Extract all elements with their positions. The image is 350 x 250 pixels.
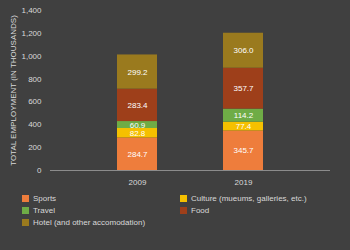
svg-text:82.8: 82.8 (130, 129, 146, 138)
svg-text:2009: 2009 (129, 178, 147, 187)
svg-text:283.4: 283.4 (127, 101, 148, 110)
svg-text:600: 600 (28, 97, 42, 106)
svg-text:1,000: 1,000 (21, 52, 42, 61)
html-text:Culture (mueums, galleries, et: Culture (mueums, galleries, etc.) (191, 194, 307, 203)
svg-text:800: 800 (28, 75, 42, 84)
svg-text:1,400: 1,400 (21, 6, 42, 15)
svg-text:60.9: 60.9 (130, 121, 146, 130)
svg-text:1,200: 1,200 (21, 29, 42, 38)
svg-text:200: 200 (28, 143, 42, 152)
html-text:Hotel (and other accomodation): Hotel (and other accomodation) (33, 218, 146, 227)
svg-text:TOTAL EMPLOYMENT (IN THOUSANDS: TOTAL EMPLOYMENT (IN THOUSANDS) (9, 15, 18, 166)
html-text:Food: Food (191, 206, 210, 215)
svg-text:114.2: 114.2 (234, 111, 254, 120)
svg-text:400: 400 (28, 120, 42, 129)
svg-text:345.7: 345.7 (233, 146, 254, 155)
svg-text:284.7: 284.7 (127, 150, 148, 159)
html-text:Travel: Travel (33, 206, 55, 215)
svg-text:77.4: 77.4 (236, 122, 252, 131)
svg-text:357.7: 357.7 (233, 84, 254, 93)
svg-text:0: 0 (37, 166, 42, 175)
html-text:Sports: Sports (33, 194, 57, 203)
svg-text:306.0: 306.0 (233, 46, 254, 55)
svg-text:2019: 2019 (235, 178, 253, 187)
svg-text:299.2: 299.2 (127, 68, 148, 77)
